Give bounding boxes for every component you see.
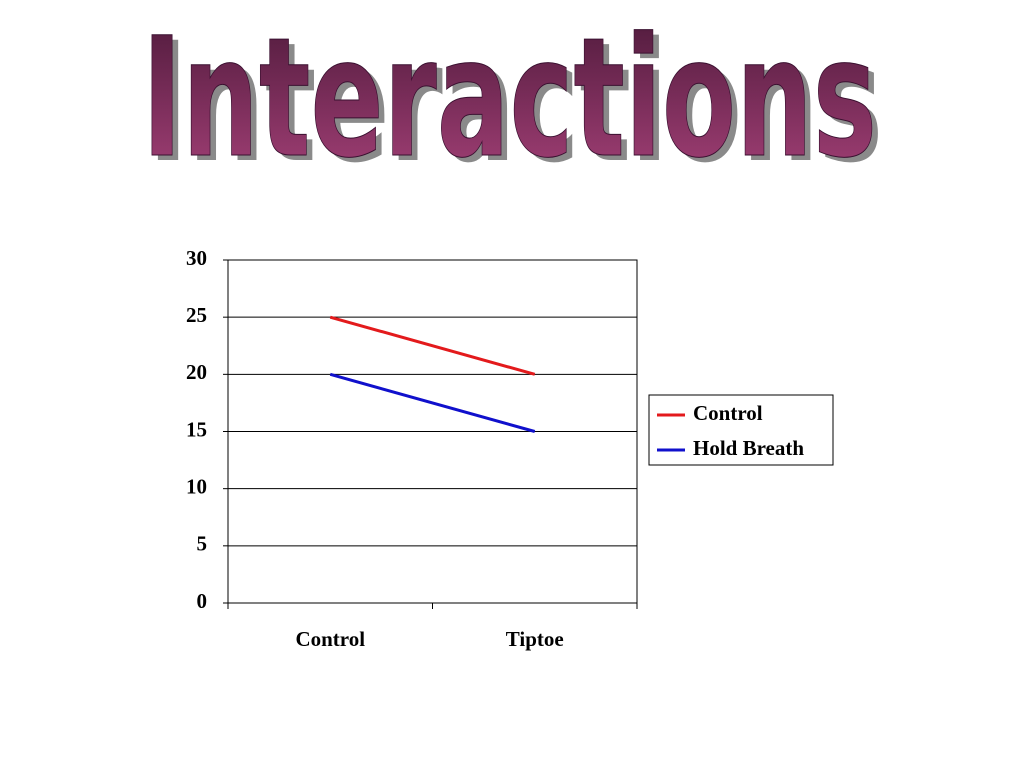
- x-tick-label: Tiptoe: [506, 627, 564, 651]
- legend-label: Hold Breath: [693, 436, 804, 460]
- legend-label: Control: [693, 401, 763, 425]
- series-line: [329, 315, 536, 376]
- y-tick-label: 5: [197, 532, 208, 556]
- y-tick-label: 0: [197, 589, 208, 613]
- y-tick-label: 15: [186, 417, 207, 441]
- y-tick-label: 10: [186, 474, 207, 498]
- x-tick-label: Control: [295, 627, 365, 651]
- title-shadow: Interactions: [148, 7, 883, 199]
- legend-box: [648, 394, 834, 466]
- y-tick-label: 25: [186, 303, 207, 327]
- chart-title: Interactions: [142, 2, 877, 194]
- y-tick-label: 20: [186, 360, 207, 384]
- series-line: [329, 372, 536, 433]
- y-tick-label: 30: [186, 246, 207, 270]
